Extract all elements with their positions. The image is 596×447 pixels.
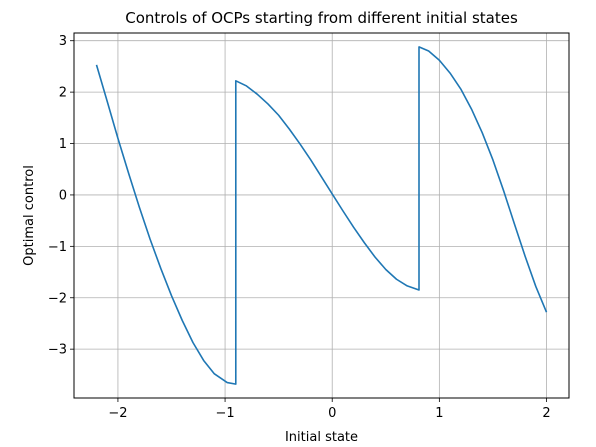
x-tick-label: −1 — [215, 406, 234, 421]
y-tick-label: −2 — [48, 291, 67, 306]
data-series — [95, 46, 548, 385]
y-tick-label: −3 — [48, 343, 67, 358]
y-axis-ticks: −3 −2 −1 0 1 2 3 — [48, 34, 74, 358]
y-tick-label: 0 — [59, 188, 67, 203]
x-tick-label: 0 — [328, 406, 336, 421]
plot-frame — [73, 32, 570, 399]
y-axis-label: Optimal control — [22, 165, 37, 266]
x-tick-label: 2 — [542, 406, 550, 421]
x-axis-label: Initial state — [285, 430, 358, 445]
series-line — [95, 46, 548, 385]
x-tick-label: 1 — [435, 406, 443, 421]
y-tick-label: 3 — [59, 34, 67, 49]
y-tick-label: 1 — [59, 137, 67, 152]
x-tick-label: −2 — [108, 406, 127, 421]
y-tick-label: 2 — [59, 86, 67, 101]
chart-title: Controls of OCPs starting from different… — [125, 9, 518, 27]
x-axis-ticks: −2 −1 0 1 2 — [108, 398, 551, 421]
y-tick-label: −1 — [48, 240, 67, 255]
